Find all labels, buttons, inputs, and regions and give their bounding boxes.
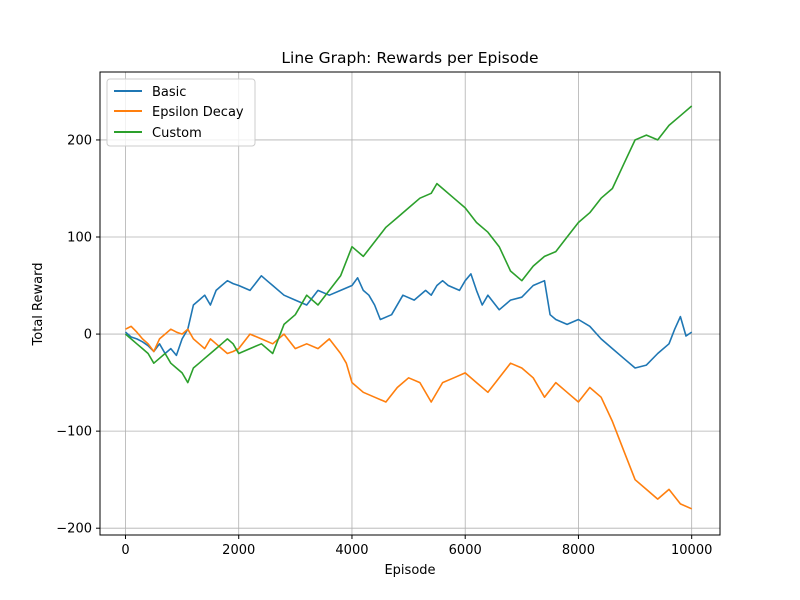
x-tick-label: 8000 (562, 543, 595, 558)
series-line-basic (124, 273, 693, 369)
plot-frame (99, 71, 721, 536)
y-tick-label: −200 (56, 522, 92, 537)
grid (100, 72, 720, 535)
x-axis-label: Episode (384, 563, 435, 578)
y-tick-label: 100 (67, 231, 92, 246)
legend-label-custom: Custom (152, 126, 202, 141)
y-axis-label: Total Reward (31, 263, 46, 347)
y-tick-label: −100 (56, 425, 92, 440)
ticks: 0 2000 4000 6000 8000 10000 −200 −100 0 100 200 (56, 133, 712, 558)
y-tick-label: 200 (67, 133, 92, 148)
legend-label-basic: Basic (152, 85, 186, 100)
x-tick-label: 6000 (449, 543, 482, 558)
x-tick-label: 4000 (335, 543, 368, 558)
legend-label-epsilon-decay: Epsilon Decay (152, 105, 244, 120)
chart-title: Line Graph: Rewards per Episode (281, 49, 538, 67)
series-line-custom (124, 105, 693, 384)
x-tick-label: 0 (121, 543, 129, 558)
series-line-epsilon-decay (125, 325, 693, 510)
x-tick-label: 2000 (222, 543, 255, 558)
y-tick-label: 0 (84, 328, 92, 343)
series-layer (124, 105, 693, 510)
legend-box (106, 78, 256, 147)
legend: Basic Epsilon Decay Custom (106, 78, 256, 147)
x-tick-label: 10000 (671, 543, 712, 558)
